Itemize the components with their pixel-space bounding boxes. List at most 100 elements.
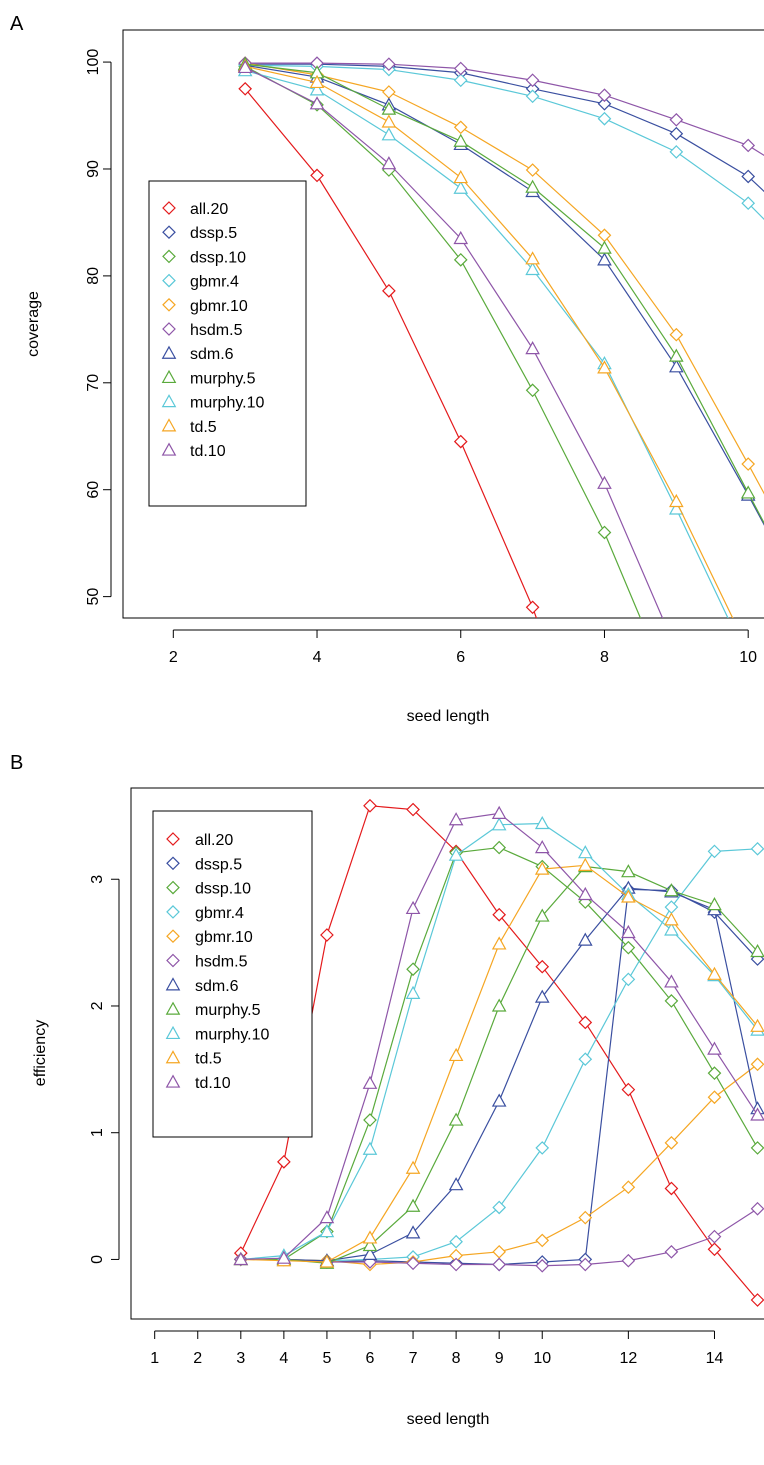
series-line — [244, 88, 538, 618]
x-tick-label: 6 — [456, 649, 465, 666]
series-murphy-10 — [237, 63, 729, 618]
panel-a-legend-box — [148, 180, 307, 507]
x-tick-label: 10 — [533, 1350, 551, 1367]
data-point — [319, 1210, 335, 1224]
data-point — [406, 1256, 420, 1271]
legend-label: dssp.10 — [190, 249, 246, 266]
x-tick-label: 7 — [409, 1350, 418, 1367]
data-point — [740, 485, 756, 499]
legend-item: murphy.5 — [161, 369, 256, 387]
legend-label: gbmr.10 — [190, 298, 248, 315]
data-point — [525, 73, 540, 88]
data-point — [448, 1047, 464, 1062]
series-line — [240, 822, 759, 1261]
panel-a: A 2 4 6 8 10 50 60 70 80 90 100 seed length covera… — [10, 13, 764, 725]
data-point — [664, 974, 679, 988]
legend-marker — [162, 297, 176, 312]
legend-label: dssp.10 — [195, 881, 251, 898]
legend-label: murphy.10 — [190, 395, 265, 412]
legend-label: murphy.10 — [195, 1026, 270, 1043]
data-point — [453, 133, 469, 147]
legend-label: dssp.5 — [190, 225, 237, 242]
legend-label: td.10 — [190, 443, 226, 460]
data-point — [362, 1075, 378, 1089]
legend-item: sdm.6 — [165, 977, 239, 995]
data-point — [707, 1066, 722, 1080]
x-tick-label: 8 — [600, 649, 609, 666]
legend-label: dssp.5 — [195, 856, 242, 873]
data-point — [707, 1041, 722, 1055]
panel-b-label: B — [10, 752, 23, 774]
y-tick-label: 0 — [89, 1255, 106, 1264]
data-point — [405, 1225, 421, 1239]
legend-label: all.20 — [190, 201, 228, 218]
legend-marker — [165, 1050, 181, 1064]
x-tick-label: 6 — [366, 1350, 375, 1367]
data-point — [669, 145, 684, 159]
data-point — [621, 864, 636, 878]
series-line — [244, 65, 642, 618]
legend-item: td.5 — [165, 1050, 222, 1068]
data-point — [492, 1257, 507, 1272]
data-point — [491, 805, 507, 819]
data-point — [670, 698, 682, 710]
data-point — [707, 1229, 722, 1244]
data-point — [362, 1230, 378, 1244]
series-td-10 — [237, 59, 664, 618]
data-point — [491, 998, 507, 1012]
data-point — [237, 59, 253, 74]
data-point — [453, 169, 469, 184]
data-point — [707, 897, 722, 911]
data-point — [525, 163, 540, 177]
data-point — [525, 341, 540, 355]
data-point — [621, 940, 636, 955]
y-tick-label: 60 — [85, 481, 102, 499]
data-point — [707, 1242, 722, 1257]
legend-item: murphy.5 — [165, 1001, 261, 1019]
data-point — [525, 383, 540, 398]
data-point — [664, 912, 679, 926]
data-point — [363, 798, 377, 813]
data-point — [664, 1244, 679, 1259]
data-point — [741, 138, 756, 153]
data-point — [319, 1224, 335, 1238]
data-point — [664, 994, 679, 1008]
y-tick-label: 3 — [89, 875, 106, 884]
legend-item: sdm.6 — [161, 345, 234, 363]
data-point — [750, 1201, 764, 1216]
data-point — [750, 1057, 764, 1072]
legend-label: hsdm.5 — [195, 954, 248, 971]
data-point — [405, 1198, 421, 1212]
x-tick-label: 5 — [322, 1350, 331, 1367]
data-point — [669, 359, 684, 373]
data-point — [707, 844, 722, 859]
y-tick-label: 1 — [89, 1128, 106, 1137]
legend-item: murphy.10 — [161, 394, 265, 412]
legend-item: dssp.5 — [162, 225, 237, 242]
x-tick-label: 12 — [619, 1350, 637, 1367]
legend-label: gbmr.4 — [195, 905, 244, 922]
panel-a-axes: 2 4 6 8 10 50 60 70 80 90 100 — [85, 49, 757, 666]
data-point — [621, 1082, 636, 1097]
legend-marker — [165, 1074, 181, 1088]
data-point — [448, 847, 464, 861]
data-point — [381, 127, 397, 141]
data-point — [449, 1234, 463, 1249]
x-tick-label: 10 — [739, 649, 757, 666]
x-tick-label: 9 — [495, 1350, 504, 1367]
data-point — [621, 889, 636, 903]
series-murphy-10 — [233, 815, 764, 1266]
data-point — [669, 493, 684, 508]
data-point — [382, 284, 396, 298]
data-point — [578, 1052, 593, 1067]
y-tick-label: 90 — [85, 160, 102, 178]
data-point — [664, 883, 679, 897]
data-point — [664, 900, 679, 914]
legend-item: gbmr.4 — [162, 274, 239, 291]
x-tick-label: 2 — [169, 649, 178, 666]
legend-item: hsdm.5 — [166, 954, 248, 971]
data-point — [525, 251, 540, 265]
data-point — [664, 1135, 679, 1150]
legend-label: murphy.5 — [190, 370, 256, 387]
